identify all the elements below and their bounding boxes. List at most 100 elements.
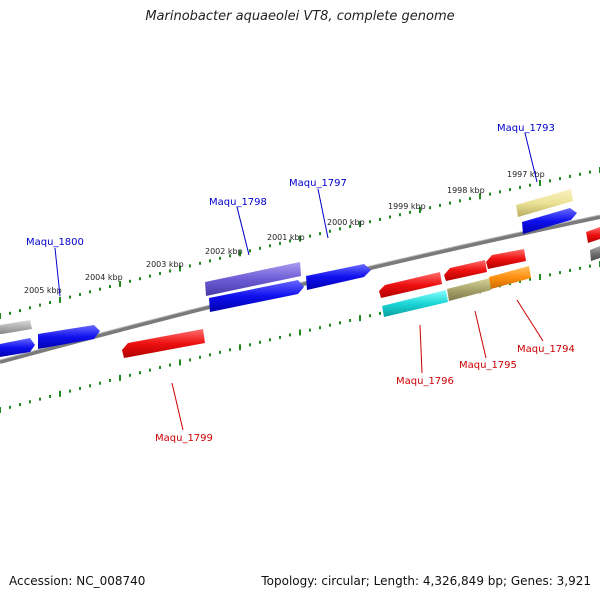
minor-tick <box>149 368 151 372</box>
gene-label-maqu-1793[interactable]: Maqu_1793 <box>497 123 555 134</box>
minor-tick <box>39 397 41 401</box>
gene-arrow-maqu-1797[interactable] <box>306 264 371 290</box>
minor-tick <box>169 363 171 367</box>
minor-tick <box>129 279 131 283</box>
minor-tick <box>399 213 401 217</box>
gene-arrow-maqu-1793[interactable] <box>516 189 573 217</box>
minor-tick <box>289 239 291 243</box>
ruler-label-2002: 2002 kbp <box>205 247 243 256</box>
minor-tick <box>89 290 91 294</box>
ruler-label-2005: 2005 kbp <box>24 286 62 295</box>
minor-tick <box>19 309 21 313</box>
gene-label-maqu-1799[interactable]: Maqu_1799 <box>155 433 213 444</box>
major-tick <box>239 250 241 257</box>
minor-tick <box>429 206 431 210</box>
gene-arrow[interactable] <box>486 249 526 269</box>
gene-label-maqu-1798[interactable]: Maqu_1798 <box>209 197 267 208</box>
gene-arrow-maqu-1794[interactable] <box>489 266 531 289</box>
callout-line-maqu-1799 <box>171 382 184 431</box>
gene-arrow[interactable] <box>444 260 487 281</box>
minor-tick <box>219 350 221 354</box>
minor-tick <box>519 279 521 283</box>
minor-tick <box>99 287 101 291</box>
minor-tick <box>369 220 371 224</box>
minor-tick <box>139 277 141 281</box>
ruler-label-2001: 2001 kbp <box>267 233 305 242</box>
minor-tick <box>49 395 51 398</box>
minor-tick <box>249 343 251 347</box>
minor-tick <box>129 373 131 377</box>
minor-tick <box>279 335 281 339</box>
gene-label-maqu-1795[interactable]: Maqu_1795 <box>459 360 517 371</box>
minor-tick <box>579 172 581 176</box>
minor-tick <box>9 311 11 315</box>
minor-tick <box>89 384 91 388</box>
gene-arrow[interactable] <box>0 320 32 334</box>
minor-tick <box>249 249 251 253</box>
minor-tick <box>319 326 321 330</box>
minor-tick <box>549 273 551 277</box>
minor-tick <box>219 256 221 260</box>
minor-tick <box>279 241 281 245</box>
callout-line-maqu-1798 <box>236 206 250 256</box>
minor-tick <box>209 353 211 357</box>
gene-arrow-maqu-1800[interactable] <box>38 325 100 349</box>
callout-line-maqu-1796 <box>419 324 423 374</box>
minor-tick <box>149 274 151 278</box>
minor-tick <box>349 319 351 322</box>
minor-tick <box>329 229 331 233</box>
callout-line-maqu-1800 <box>54 247 61 297</box>
gene-arrow[interactable] <box>209 280 304 312</box>
minor-tick <box>99 381 101 385</box>
minor-tick <box>459 199 461 203</box>
gene-arrow-maqu-1795[interactable] <box>447 278 491 301</box>
major-tick <box>359 315 361 322</box>
minor-tick <box>529 277 531 281</box>
minor-tick <box>259 246 261 250</box>
minor-tick <box>579 266 581 270</box>
callout-line-maqu-1797 <box>317 188 329 239</box>
minor-tick <box>339 227 341 231</box>
gene-arrow[interactable] <box>379 272 442 298</box>
major-tick <box>0 313 1 319</box>
gene-label-maqu-1800[interactable]: Maqu_1800 <box>26 237 84 248</box>
gene-label-maqu-1797[interactable]: Maqu_1797 <box>289 178 347 189</box>
minor-tick <box>309 234 311 238</box>
minor-tick <box>309 328 311 332</box>
minor-tick <box>339 321 341 325</box>
major-tick <box>479 193 481 200</box>
minor-tick <box>589 264 591 268</box>
minor-tick <box>169 269 171 273</box>
minor-tick <box>569 268 571 272</box>
minor-tick <box>529 183 531 187</box>
minor-tick <box>509 188 511 192</box>
major-tick <box>179 359 181 366</box>
page-title: Marinobacter aquaeolei VT8, complete gen… <box>145 9 455 24</box>
minor-tick <box>319 232 321 236</box>
ruler-label-1999: 1999 kbp <box>388 202 426 211</box>
minor-tick <box>69 295 71 299</box>
minor-tick <box>29 400 31 404</box>
gene-arrow[interactable] <box>522 208 577 234</box>
gene-label-maqu-1796[interactable]: Maqu_1796 <box>396 376 454 387</box>
callout-line-maqu-1793 <box>524 132 538 183</box>
ruler-label-2000: 2000 kbp <box>327 218 365 227</box>
gene-arrow-maqu-1799[interactable] <box>122 329 205 358</box>
minor-tick <box>369 314 371 318</box>
major-tick <box>59 390 61 397</box>
gene-label-maqu-1794[interactable]: Maqu_1794 <box>517 344 575 355</box>
minor-tick <box>519 185 521 189</box>
major-tick <box>539 274 541 280</box>
gene-arrow-maqu-1796[interactable] <box>382 290 448 317</box>
gene-arrow[interactable] <box>590 246 600 261</box>
gene-arrow[interactable] <box>586 227 600 243</box>
major-tick <box>299 235 301 242</box>
major-tick <box>419 207 421 213</box>
minor-tick <box>469 197 471 201</box>
gene-arrow-maqu-1798[interactable] <box>205 262 301 296</box>
minor-tick <box>269 244 271 248</box>
minor-tick <box>9 405 11 409</box>
gene-arrow[interactable] <box>0 338 35 357</box>
ruler-label-1997: 1997 kbp <box>507 170 545 179</box>
